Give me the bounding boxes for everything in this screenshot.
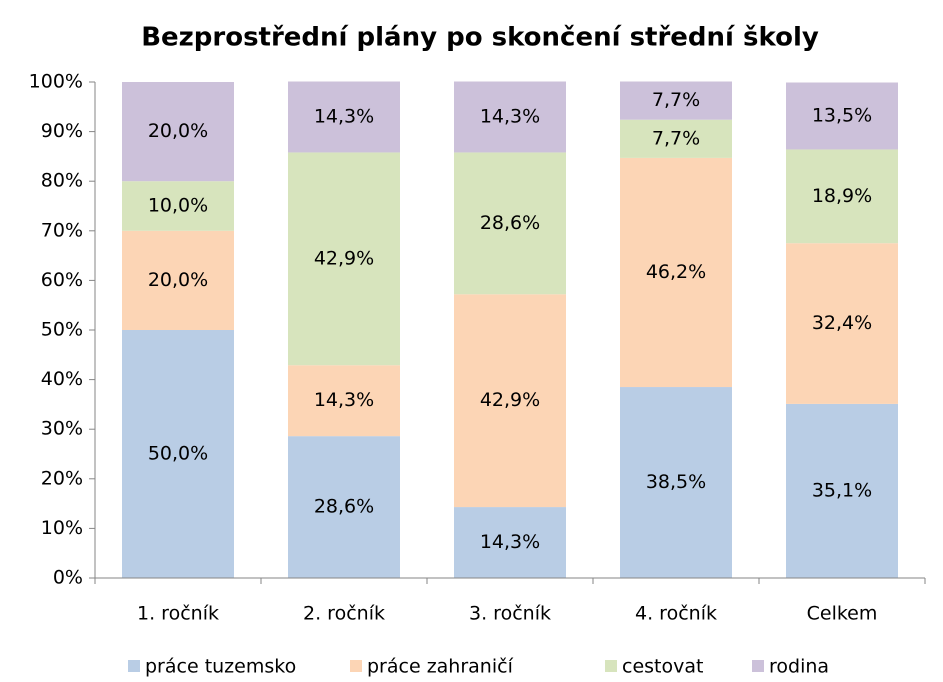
data-label: 7,7%: [652, 127, 700, 149]
bar-segment: [786, 149, 898, 244]
data-label: 20,0%: [148, 120, 208, 142]
x-tick-label: 3. ročník: [469, 603, 551, 625]
bar-segment: [620, 157, 732, 388]
data-label: 10,0%: [148, 195, 208, 217]
data-label: 28,6%: [480, 212, 540, 234]
bar-segment: [288, 81, 400, 153]
data-label: 7,7%: [652, 89, 700, 111]
bar-segment: [786, 243, 898, 404]
y-tick-label: 10%: [41, 517, 83, 539]
bar-segment: [122, 230, 234, 330]
data-label: 42,9%: [480, 389, 540, 411]
legend-swatch: [350, 660, 362, 672]
y-tick-label: 80%: [41, 170, 83, 192]
bar-segment: [620, 119, 732, 158]
data-label: 38,5%: [646, 471, 706, 493]
data-label: 28,6%: [314, 496, 374, 518]
y-tick-label: 30%: [41, 418, 83, 440]
data-label: 20,0%: [148, 269, 208, 291]
y-tick-label: 100%: [29, 71, 83, 93]
legend-label: práce zahraničí: [367, 656, 514, 678]
y-tick-label: 50%: [41, 319, 83, 341]
data-label: 42,9%: [314, 247, 374, 269]
x-tick-label: Celkem: [807, 603, 878, 625]
bar-segment: [288, 436, 400, 578]
bar-segment: [454, 507, 566, 578]
data-label: 14,3%: [314, 105, 374, 127]
data-label: 32,4%: [812, 312, 872, 334]
data-label: 50,0%: [148, 443, 208, 465]
bar-segment: [620, 81, 732, 120]
x-tick-label: 4. ročník: [635, 603, 717, 625]
y-tick-label: 20%: [41, 467, 83, 489]
x-tick-label: 1. ročník: [137, 603, 219, 625]
legend-label: rodina: [769, 656, 829, 678]
bar-segment: [454, 81, 566, 153]
legend-label: cestovat: [622, 656, 703, 678]
data-label: 18,9%: [812, 185, 872, 207]
data-label: 14,3%: [480, 105, 540, 127]
legend-swatch: [605, 660, 617, 672]
x-tick-label: 2. ročník: [303, 603, 385, 625]
data-label: 46,2%: [646, 261, 706, 283]
y-tick-label: 90%: [41, 120, 83, 142]
bar-segment: [288, 365, 400, 437]
data-label: 13,5%: [812, 104, 872, 126]
chart-title: Bezprostřední plány po skončení střední …: [141, 23, 819, 53]
legend-swatch: [128, 660, 140, 672]
bar-segment: [122, 181, 234, 231]
y-tick-label: 0%: [53, 567, 83, 589]
bar-segment: [620, 387, 732, 578]
bar-segment: [454, 294, 566, 508]
y-tick-label: 60%: [41, 269, 83, 291]
bar-segment: [122, 330, 234, 578]
bar-segment: [786, 82, 898, 150]
y-tick-label: 40%: [41, 368, 83, 390]
bar-segment: [288, 152, 400, 366]
y-tick-label: 70%: [41, 219, 83, 241]
data-label: 35,1%: [812, 479, 872, 501]
legend-label: práce tuzemsko: [145, 656, 296, 678]
bar-segment: [786, 403, 898, 578]
data-label: 14,3%: [480, 531, 540, 553]
bar-segment: [454, 152, 566, 295]
bar-segment: [122, 82, 234, 182]
legend-swatch: [752, 660, 764, 672]
data-label: 14,3%: [314, 389, 374, 411]
